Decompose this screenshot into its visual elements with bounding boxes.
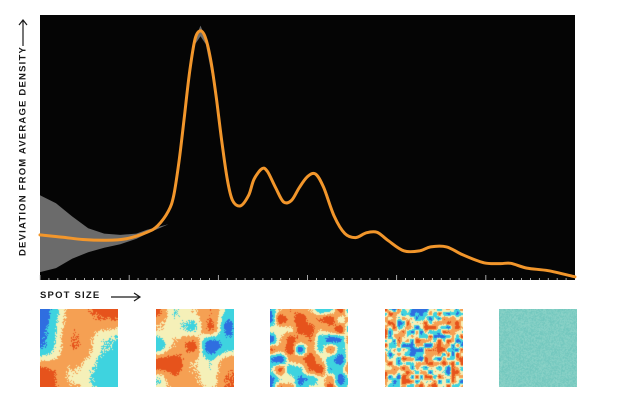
- x-axis-arrow-icon: [111, 292, 142, 302]
- x-tick-layer: [39, 275, 567, 280]
- spot-panel-medium: [270, 309, 348, 387]
- uncertainty-band-layer: [40, 25, 233, 273]
- density-curve-line: [38, 29, 577, 279]
- spot-panel-medium-large: [156, 309, 234, 387]
- spot-panel-small: [385, 309, 463, 387]
- spot-size-examples: [40, 309, 580, 387]
- y-axis-label-text: DEVIATION FROM AVERAGE DENSITY: [17, 45, 29, 257]
- y-axis-label: DEVIATION FROM AVERAGE DENSITY: [16, 20, 30, 282]
- spot-panel-large: [40, 309, 118, 387]
- spot-panel-uniform: [499, 309, 577, 387]
- series-layer: [38, 29, 577, 279]
- uncertainty-band: [40, 25, 233, 273]
- y-axis-arrow-icon: [18, 19, 28, 46]
- x-axis-label: SPOT SIZE: [40, 290, 101, 301]
